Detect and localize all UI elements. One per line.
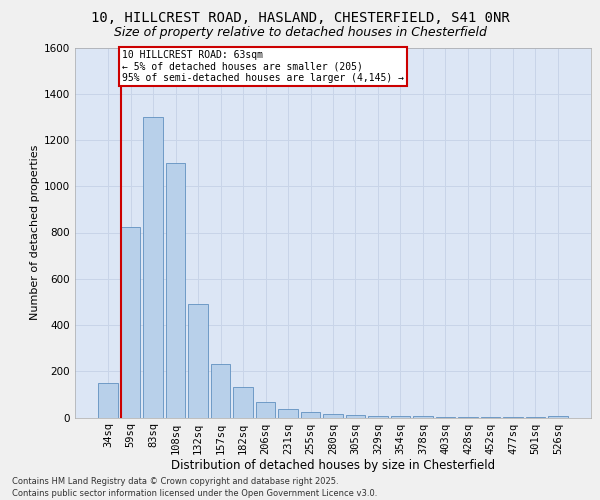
Bar xyxy=(548,416,568,418)
Bar xyxy=(211,364,230,418)
Bar xyxy=(436,416,455,418)
Bar xyxy=(503,417,523,418)
Bar xyxy=(98,383,118,418)
Text: 10, HILLCREST ROAD, HASLAND, CHESTERFIELD, S41 0NR: 10, HILLCREST ROAD, HASLAND, CHESTERFIEL… xyxy=(91,11,509,25)
Text: 10 HILLCREST ROAD: 63sqm
← 5% of detached houses are smaller (205)
95% of semi-d: 10 HILLCREST ROAD: 63sqm ← 5% of detache… xyxy=(122,50,404,83)
Bar xyxy=(188,304,208,418)
Bar xyxy=(278,410,298,418)
Bar xyxy=(481,417,500,418)
Bar xyxy=(233,388,253,418)
Bar xyxy=(166,163,185,417)
Text: Contains HM Land Registry data © Crown copyright and database right 2025.
Contai: Contains HM Land Registry data © Crown c… xyxy=(12,477,377,498)
Bar xyxy=(458,417,478,418)
Bar xyxy=(121,226,140,418)
Bar xyxy=(323,414,343,418)
Y-axis label: Number of detached properties: Number of detached properties xyxy=(30,145,40,320)
Bar xyxy=(301,412,320,418)
Bar xyxy=(391,416,410,418)
Bar xyxy=(413,416,433,418)
Bar xyxy=(143,117,163,418)
Bar xyxy=(256,402,275,417)
Bar xyxy=(368,416,388,418)
Text: Size of property relative to detached houses in Chesterfield: Size of property relative to detached ho… xyxy=(113,26,487,39)
X-axis label: Distribution of detached houses by size in Chesterfield: Distribution of detached houses by size … xyxy=(171,459,495,472)
Bar xyxy=(346,415,365,418)
